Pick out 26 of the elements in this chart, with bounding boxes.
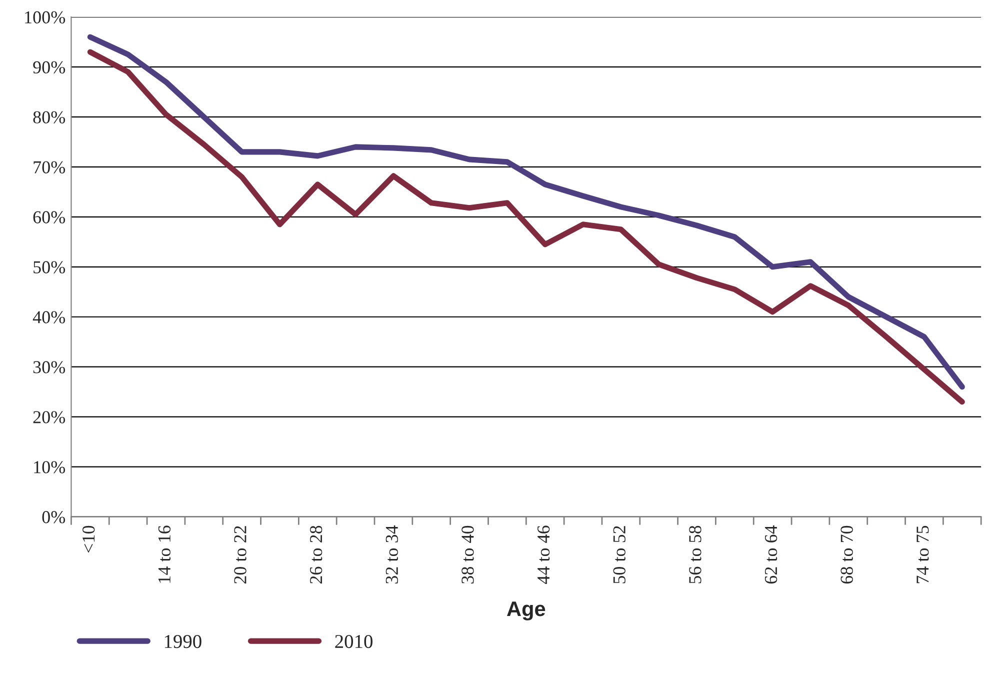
y-tick-label: 0%: [42, 511, 66, 524]
x-tick-label: 32 to 34: [386, 525, 398, 584]
x-tick-label: 56 to 58: [689, 526, 702, 584]
x-tick-label: 74 to 75: [916, 526, 929, 584]
x-tick-label: 68 to 70: [840, 526, 853, 584]
legend-label: 1990: [164, 634, 202, 648]
y-tick-label: 50%: [34, 261, 66, 274]
y-tick-label: 40%: [32, 311, 66, 324]
x-tick-label: 20 to 22: [234, 526, 246, 584]
y-tick-label: 30%: [33, 361, 66, 374]
x-tick-label: 44 to 46: [537, 526, 550, 584]
x-tick-label: 50 to 52: [613, 526, 626, 584]
y-tick-label: 10%: [34, 461, 66, 474]
x-axis-title: Age: [506, 602, 546, 620]
x-tick-label: 62 to 64: [764, 525, 778, 584]
x-tick-label: 38 to 40: [462, 526, 474, 584]
y-tick-label: 90%: [33, 61, 66, 74]
y-tick-label: 20%: [33, 411, 66, 424]
x-tick-label: 14 to 16: [158, 526, 171, 583]
y-tick-label: 70%: [34, 161, 66, 174]
x-tick-label: <10: [82, 526, 95, 552]
y-tick-label: 80%: [33, 111, 66, 124]
legend-label: 2010: [335, 634, 372, 648]
y-tick-label: 60%: [33, 211, 66, 224]
x-tick-label: 26 to 28: [310, 526, 322, 584]
y-tick-label: 100%: [25, 11, 66, 24]
